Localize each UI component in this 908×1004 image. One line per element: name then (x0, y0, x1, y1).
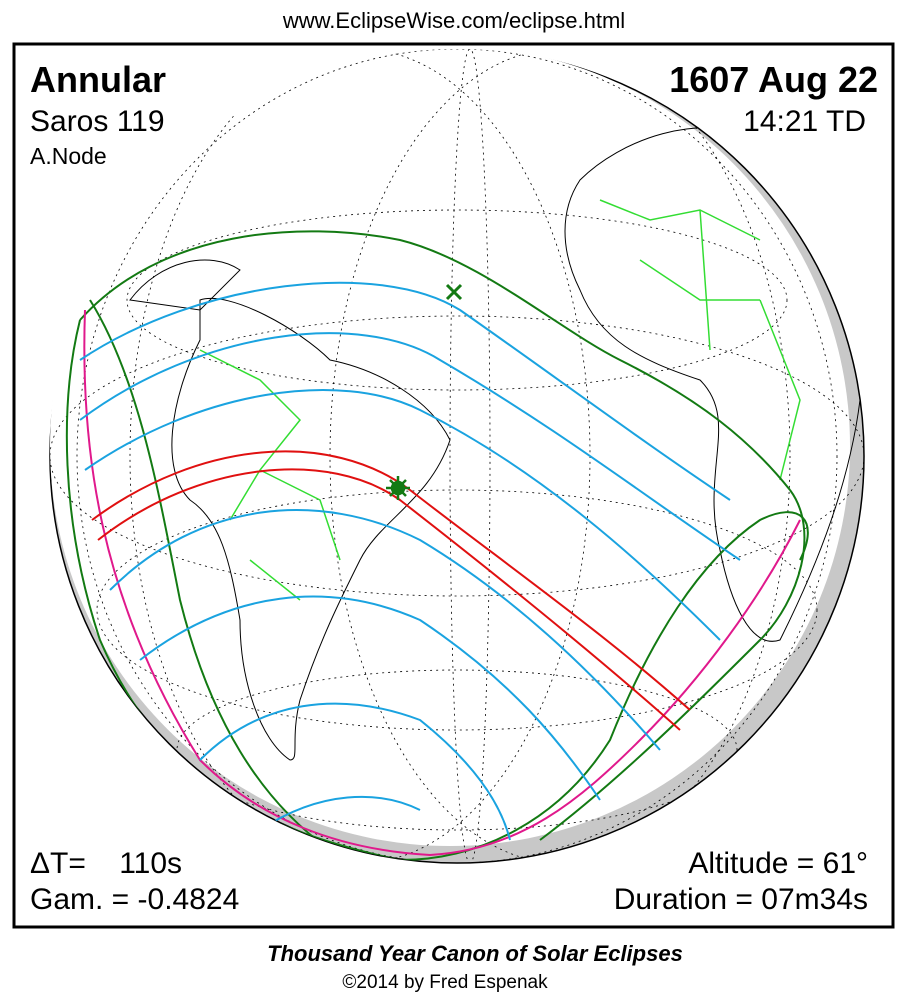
delta-t: ΔT= 110s (30, 847, 182, 880)
copyright: ©2014 by Fred Espenak (342, 972, 548, 993)
altitude: Altitude = 61° (688, 847, 868, 880)
date: 1607 Aug 22 (669, 59, 878, 100)
saros: Saros 119 (30, 105, 165, 138)
eclipse-type: Annular (30, 59, 166, 100)
gamma: Gam. = -0.4824 (30, 883, 239, 916)
duration: Duration = 07m34s (614, 883, 868, 916)
time: 14:21 TD (743, 105, 866, 138)
node: A.Node (30, 143, 107, 169)
globe (49, 46, 865, 864)
footer-title: Thousand Year Canon of Solar Eclipses (267, 941, 683, 966)
url: www.EclipseWise.com/eclipse.html (282, 8, 625, 33)
